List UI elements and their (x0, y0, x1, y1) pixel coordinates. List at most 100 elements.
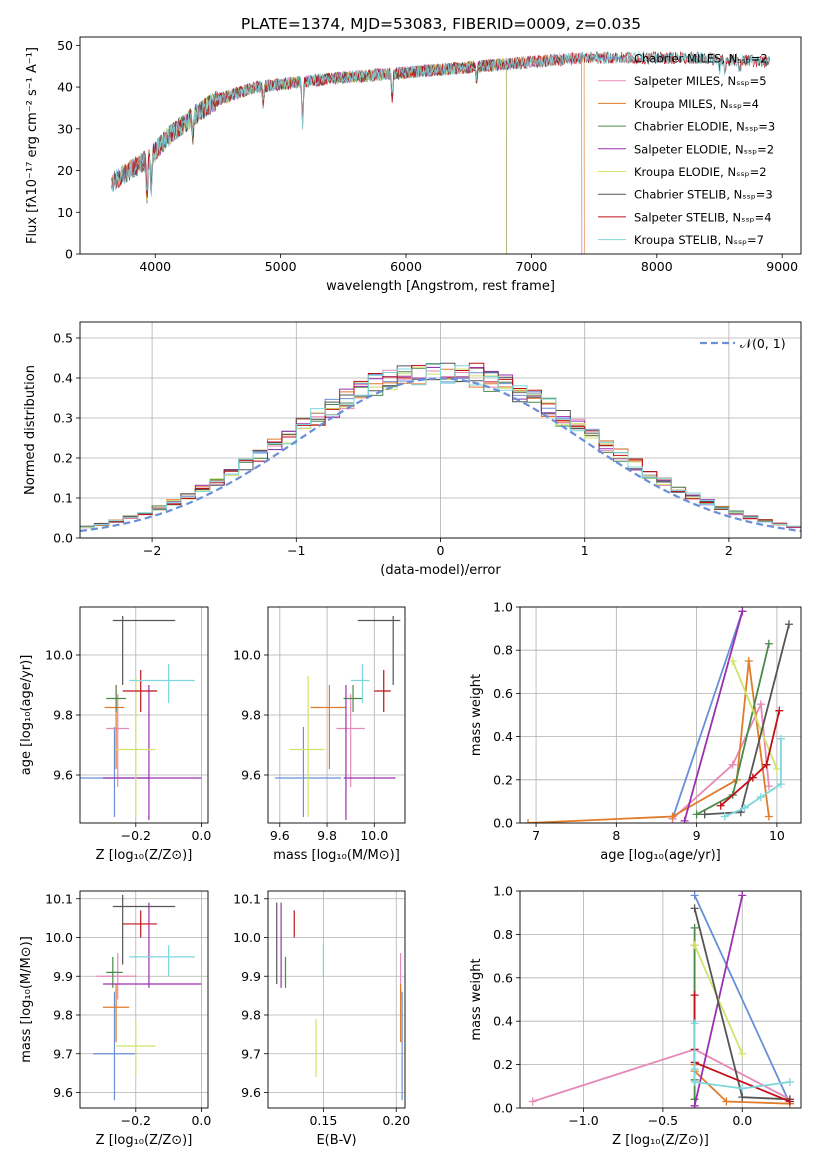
weight-marker-kroupa_miles (668, 812, 677, 821)
y-axis-label: mass weight (469, 674, 484, 756)
x-tick-label: 10.0 (360, 828, 388, 843)
weight-marker-kroupa_elodie (728, 657, 737, 665)
weight-line-chabrier_miles (693, 894, 791, 1105)
point-kroupa_stelib (129, 945, 195, 977)
panel-spectrum: 4000 5000 6000 7000 8000 9000 0 10 20 30 40 50 wavel… (25, 36, 802, 294)
x-tick-label: 0.15 (309, 1113, 337, 1128)
ticks: −1.0 −0.5 0.0 0.0 0.2 0.4 0.6 0.8 1.0 (493, 884, 752, 1129)
x-tick-label: 0 (437, 543, 445, 558)
plot-area (93, 894, 202, 1101)
x-tick-label: −1 (287, 543, 305, 558)
legend-label-chabrier_stelib: Chabrier STELIB, Nₛₛₚ=3 (634, 188, 773, 202)
x-tick-label: 0.0 (191, 828, 211, 843)
y-tick-label: 40 (57, 80, 73, 95)
plot-area (276, 902, 403, 1101)
x-tick-label: 8 (612, 828, 620, 843)
y-tick-label: 0.0 (53, 531, 73, 546)
grid (520, 890, 801, 1109)
legend: 𝒩(0, 1) (700, 336, 786, 351)
weight-marker-kroupa_elodie (772, 765, 781, 773)
weight-marker-salpeter_stelib (785, 1097, 794, 1106)
weight-marker-salpeter_miles (728, 760, 737, 769)
legend-label-salpeter_elodie: Salpeter ELODIE, Nₛₛₚ=2 (634, 142, 774, 156)
x-axis-label: Z [log₁₀(Z/Z⊙)] (96, 1133, 193, 1148)
weight-marker-kroupa_stelib (776, 734, 785, 743)
y-tick-label: 9.9 (53, 969, 73, 984)
y-axis-label: age [log₁₀(age/yr)] (19, 655, 34, 776)
weight-marker-chabrier_elodie (764, 639, 773, 648)
point-salpeter_stelib (122, 910, 158, 938)
point-chabrier_elodie (106, 956, 123, 988)
weight-marker-kroupa_stelib (738, 1084, 747, 1093)
weight-marker-chabrier_stelib (690, 904, 699, 913)
weight-marker-salpeter_stelib (716, 801, 725, 810)
x-tick-label: 8000 (641, 259, 673, 274)
point-kroupa_elodie (116, 676, 156, 817)
weight-marker-kroupa_elodie (738, 1049, 747, 1058)
x-axis-label: (data-model)/error (380, 563, 501, 578)
y-tick-label: 1.0 (493, 600, 513, 615)
y-tick-label: 0.1 (53, 491, 73, 506)
point-chabrier_elodie (106, 685, 126, 712)
ticks: −2 −1 0 1 2 0.0 0.1 0.2 0.3 0.4 0.5 (53, 331, 733, 559)
y-tick-label: 20 (57, 163, 73, 178)
x-axis-label: E(B-V) (316, 1133, 356, 1148)
legend-label-kroupa_stelib: Kroupa STELIB, Nₛₛₚ=7 (634, 233, 764, 247)
x-axis-label: mass [log₁₀(M/M⊙)] (273, 848, 400, 863)
axes-frame (267, 890, 406, 1109)
plot-area (528, 891, 794, 1108)
legend-label-salpeter_miles: Salpeter MILES, Nₛₛₚ=5 (634, 74, 767, 88)
plot-area (524, 607, 793, 823)
y-tick-label: 0.2 (53, 451, 73, 466)
weight-marker-chabrier_stelib (784, 620, 793, 629)
legend-label-chabrier_miles: Chabrier MILES, Nₛₛₚ=2 (634, 52, 768, 66)
point-kroupa_stelib (129, 664, 195, 703)
y-tick-label: 9.9 (241, 969, 261, 984)
x-axis-label: Z [log₁₀(Z/Z⊙)] (612, 1133, 709, 1148)
axes-frame (79, 890, 209, 1109)
x-tick-label: −1.0 (568, 1113, 598, 1128)
panel-mass_weight_vs_age: 7 8 9 10 0.0 0.2 0.4 0.6 0.8 1.0 age [log₁₀(age/yr… (469, 600, 802, 863)
grid (80, 322, 801, 539)
y-tick-label: 1.0 (493, 884, 513, 899)
weight-marker-kroupa_elodie (690, 941, 699, 950)
x-tick-label: 0.20 (382, 1113, 410, 1128)
ticks: −0.2 0.0 9.6 9.7 9.8 9.9 10.0 10.1 (45, 891, 211, 1128)
weight-marker-kroupa_stelib (756, 793, 765, 802)
weight-line-salpeter_stelib (720, 710, 781, 807)
point-kroupa_stelib (350, 664, 370, 703)
point-salpeter_miles (336, 694, 365, 787)
axes-frame (79, 606, 209, 824)
plot-area (275, 616, 401, 820)
point-chabrier_stelib (112, 616, 176, 685)
legend-label-kroupa_elodie: Kroupa ELODIE, Nₛₛₚ=2 (634, 165, 767, 179)
ticks: −0.2 0.0 9.6 9.8 10.0 (45, 648, 211, 844)
ticks: 4000 5000 6000 7000 8000 9000 0 10 20 30 40 50 (57, 38, 798, 274)
weight-marker-salpeter_stelib (775, 706, 784, 715)
y-tick-label: 9.6 (53, 768, 73, 783)
weight-marker-kroupa_miles (764, 812, 773, 821)
weight-marker-salpeter_elodie (690, 1101, 699, 1108)
y-tick-label: 50 (57, 38, 73, 53)
y-tick-label: 9.8 (53, 708, 73, 723)
y-tick-label: 9.6 (241, 768, 261, 783)
axes-frame (519, 606, 802, 824)
weight-marker-salpeter_stelib (762, 760, 771, 769)
y-axis-label: mass [log₁₀(M/M⊙)] (19, 936, 34, 1063)
x-tick-label: 7 (532, 828, 540, 843)
y-tick-label: 10 (57, 205, 73, 220)
y-tick-label: 10.1 (233, 891, 261, 906)
weight-marker-kroupa_stelib (690, 1064, 699, 1073)
y-tick-label: 0 (65, 247, 73, 262)
point-salpeter_elodie (102, 902, 202, 988)
point-salpeter_stelib (374, 670, 391, 712)
y-tick-label: 0.4 (493, 729, 513, 744)
weight-marker-salpeter_elodie (738, 891, 747, 900)
y-axis-label: Flux [fλ10⁻¹⁷ erg cm⁻² s⁻¹ A⁻¹] (25, 47, 40, 244)
y-tick-label: 0.6 (493, 686, 513, 701)
spectrum-line-chabrier_elodie (142, 58, 507, 254)
x-axis-label: age [log₁₀(age/yr)] (600, 848, 721, 863)
x-tick-label: 4000 (139, 259, 171, 274)
point-chabrier_elodie (343, 685, 363, 712)
y-tick-label: 10.0 (233, 930, 261, 945)
